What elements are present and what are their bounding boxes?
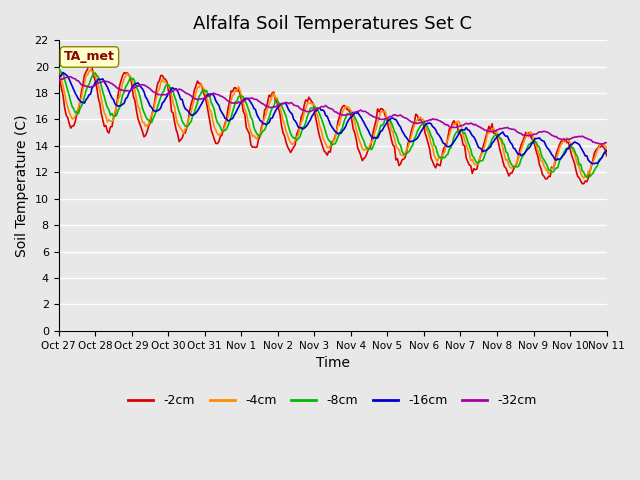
-2cm: [220, 127, 227, 132]
Y-axis label: Soil Temperature (C): Soil Temperature (C): [15, 114, 29, 257]
-32cm: [596, 141, 604, 147]
-2cm: [603, 153, 611, 158]
-2cm: [85, 59, 93, 65]
-2cm: [296, 124, 303, 130]
X-axis label: Time: Time: [316, 356, 349, 370]
Title: Alfalfa Soil Temperatures Set C: Alfalfa Soil Temperatures Set C: [193, 15, 472, 33]
-16cm: [247, 100, 255, 106]
-8cm: [236, 94, 244, 99]
-32cm: [220, 95, 227, 100]
-32cm: [238, 98, 246, 104]
Line: -16cm: -16cm: [58, 72, 607, 164]
-2cm: [247, 142, 255, 148]
-16cm: [603, 147, 611, 153]
-16cm: [54, 76, 62, 82]
-2cm: [574, 173, 582, 179]
-2cm: [54, 70, 62, 75]
-16cm: [60, 70, 67, 75]
-16cm: [296, 125, 303, 131]
-4cm: [218, 129, 226, 135]
-4cm: [122, 73, 129, 79]
-2cm: [238, 98, 246, 104]
-4cm: [572, 156, 580, 162]
-32cm: [574, 134, 582, 140]
-4cm: [580, 175, 588, 181]
-8cm: [583, 174, 591, 180]
-8cm: [572, 152, 580, 157]
-16cm: [589, 161, 596, 167]
Line: -4cm: -4cm: [58, 68, 607, 178]
-4cm: [246, 124, 253, 130]
-32cm: [603, 140, 611, 145]
-8cm: [246, 109, 253, 115]
-8cm: [122, 84, 129, 89]
-8cm: [294, 136, 302, 142]
Text: TA_met: TA_met: [64, 50, 115, 63]
-4cm: [54, 65, 62, 71]
Line: -2cm: -2cm: [58, 62, 607, 184]
Line: -32cm: -32cm: [58, 77, 607, 144]
-4cm: [294, 132, 302, 138]
-8cm: [603, 149, 611, 155]
-16cm: [574, 141, 582, 146]
-16cm: [238, 99, 246, 105]
-4cm: [236, 89, 244, 95]
-4cm: [603, 145, 611, 151]
-8cm: [54, 65, 62, 71]
-16cm: [220, 112, 227, 118]
Legend: -2cm, -4cm, -8cm, -16cm, -32cm: -2cm, -4cm, -8cm, -16cm, -32cm: [124, 389, 542, 412]
-32cm: [54, 78, 62, 84]
-2cm: [580, 181, 588, 187]
Line: -8cm: -8cm: [58, 68, 607, 177]
-32cm: [65, 74, 73, 80]
-32cm: [124, 88, 131, 94]
-32cm: [247, 95, 255, 101]
-2cm: [124, 70, 131, 75]
-16cm: [124, 95, 131, 100]
-8cm: [218, 128, 226, 134]
-32cm: [296, 105, 303, 111]
